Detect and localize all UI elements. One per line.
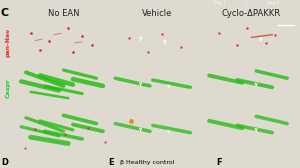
Text: β Healthy control: β Healthy control — [120, 160, 175, 165]
Text: E: E — [108, 158, 114, 167]
Text: Day 1: Day 1 — [214, 1, 226, 5]
Text: Merge: Merge — [6, 122, 11, 145]
Text: D: D — [2, 158, 8, 167]
Text: Cyclo-ΔPAKKR: Cyclo-ΔPAKKR — [222, 9, 281, 17]
Text: Day 2: Day 2 — [267, 1, 279, 5]
Text: F: F — [216, 158, 222, 167]
Text: C: C — [0, 8, 8, 18]
Text: Vehicle: Vehicle — [142, 9, 173, 17]
Text: Caspr: Caspr — [6, 78, 11, 98]
Text: pan-Nav: pan-Nav — [6, 28, 11, 57]
Text: No EAN: No EAN — [48, 9, 79, 17]
